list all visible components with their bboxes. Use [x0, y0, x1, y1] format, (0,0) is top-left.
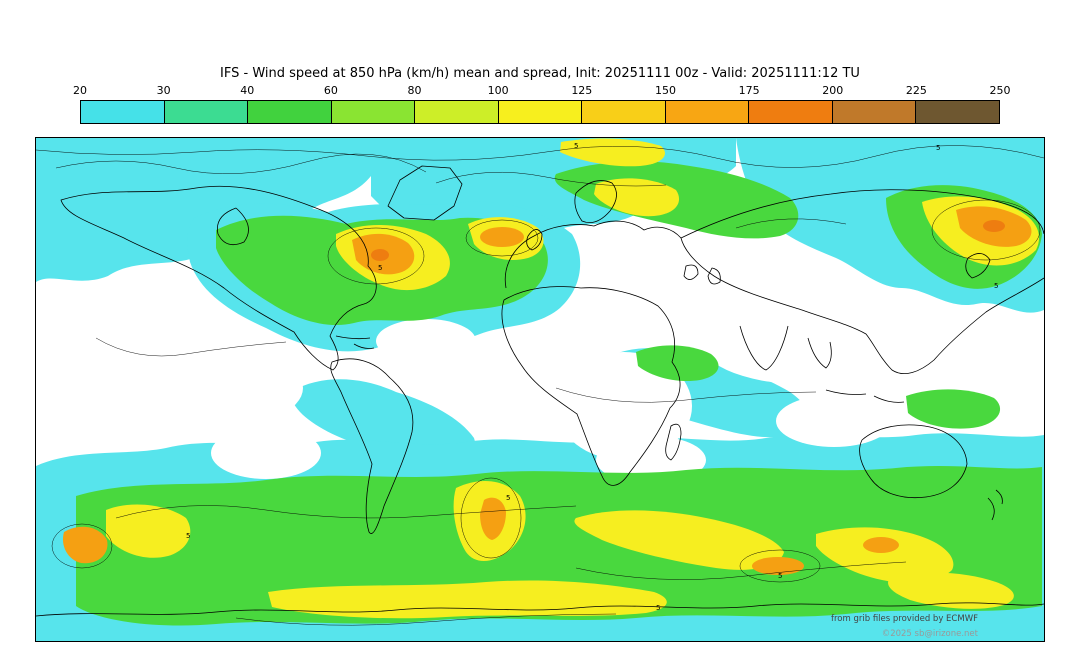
- map-canvas: 5 5 5 5 5 5 5 5 from grib files provided…: [36, 138, 1044, 641]
- contour-label: 5: [506, 494, 510, 502]
- colorbar-segment: [248, 101, 332, 123]
- colorbar-segment: [164, 101, 249, 123]
- contour-label: 5: [994, 282, 998, 290]
- colorbar-tick: 40: [240, 84, 255, 97]
- colorbar-tick: 60: [323, 84, 338, 97]
- colorbar-tick: 125: [571, 84, 593, 97]
- credit-provider: from grib files provided by ECMWF: [831, 614, 978, 624]
- colorbar-tick-labels: 20 30 40 60 80 100 125 150 175 200 225 250: [73, 84, 1011, 97]
- colorbar-tick: 150: [654, 84, 676, 97]
- colorbar-tick: 225: [905, 84, 927, 97]
- colorbar-segment: [665, 101, 750, 123]
- contour-label: 5: [574, 142, 578, 150]
- spread-contour-labels: 5 5 5 5 5 5 5 5: [186, 142, 998, 612]
- colorbar-tick: 100: [487, 84, 509, 97]
- contour-label: 5: [656, 604, 660, 612]
- chart-title: IFS - Wind speed at 850 hPa (km/h) mean …: [220, 66, 860, 81]
- colorbar-tick: 20: [73, 84, 87, 97]
- colorbar-segment: [749, 101, 833, 123]
- colorbar-tick: 175: [738, 84, 760, 97]
- colorbar-segment: [916, 101, 1000, 123]
- contour-label: 5: [778, 572, 782, 580]
- colorbar: [80, 100, 1000, 124]
- colorbar-tick: 80: [407, 84, 422, 97]
- colorbar-segment: [582, 101, 666, 123]
- coastlines: [36, 165, 1044, 617]
- colorbar-tick: 30: [156, 84, 171, 97]
- contour-label: 5: [378, 264, 382, 272]
- colorbar-segment: [81, 101, 165, 123]
- contour-label: 5: [936, 144, 940, 152]
- spread-contours: [36, 145, 1044, 626]
- colorbar-segment: [331, 101, 416, 123]
- colorbar-tick: 200: [822, 84, 844, 97]
- colorbar-segment: [415, 101, 499, 123]
- contour-label: 5: [186, 532, 190, 540]
- colorbar-segment: [832, 101, 917, 123]
- colorbar-tick: 250: [989, 84, 1011, 97]
- world-wind-map: 5 5 5 5 5 5 5 5 from grib files provided…: [35, 137, 1045, 642]
- fill-level-60-125: [106, 138, 1040, 619]
- colorbar-segment: [498, 101, 583, 123]
- credit-copyright: ©2025 sb@irizone.net: [882, 629, 979, 639]
- fill-level-175-plus: [371, 220, 1005, 261]
